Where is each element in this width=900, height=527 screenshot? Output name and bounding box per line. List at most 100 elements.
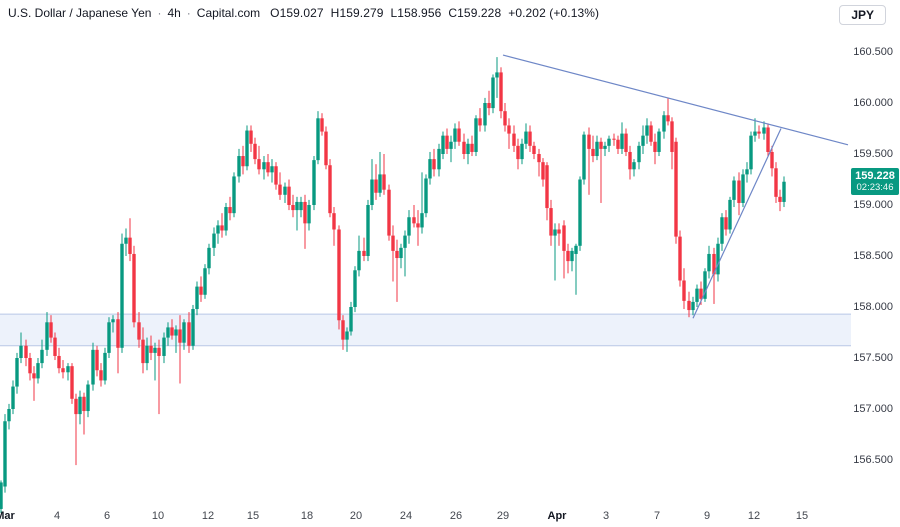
candle bbox=[716, 237, 720, 282]
candle bbox=[412, 205, 416, 228]
candle bbox=[645, 118, 649, 144]
trendline-ascending[interactable] bbox=[692, 128, 782, 319]
candle bbox=[299, 196, 303, 218]
candle bbox=[228, 196, 232, 221]
candle bbox=[641, 125, 645, 154]
candle bbox=[703, 268, 707, 302]
candle bbox=[691, 296, 695, 316]
candle bbox=[512, 125, 516, 152]
time-axis-label: 12 bbox=[747, 510, 761, 522]
candle bbox=[57, 347, 61, 374]
candle bbox=[616, 135, 620, 154]
symbol-title[interactable]: U.S. Dollar / Japanese Yen bbox=[8, 6, 152, 20]
candle bbox=[174, 325, 178, 353]
candle bbox=[766, 123, 770, 157]
candle bbox=[278, 172, 282, 200]
candle bbox=[695, 284, 699, 307]
candle bbox=[24, 339, 28, 367]
candle bbox=[762, 121, 766, 140]
candle bbox=[11, 380, 15, 415]
candle bbox=[387, 184, 391, 241]
candle bbox=[570, 247, 574, 272]
candle bbox=[437, 143, 441, 177]
candle bbox=[241, 145, 245, 175]
candle bbox=[395, 239, 399, 302]
candle bbox=[599, 137, 603, 203]
time-axis-label: 24 bbox=[399, 510, 413, 522]
time-axis-label: 7 bbox=[653, 510, 661, 522]
candle bbox=[187, 312, 191, 353]
time-axis-label: 15 bbox=[246, 510, 260, 522]
time-axis-label: 9 bbox=[703, 510, 711, 522]
separator-dot: · bbox=[157, 6, 162, 20]
candle bbox=[757, 125, 761, 139]
candle bbox=[262, 156, 266, 180]
candle bbox=[528, 125, 532, 152]
candle bbox=[428, 151, 432, 185]
candle bbox=[78, 390, 82, 425]
time-axis-label: 26 bbox=[449, 510, 463, 522]
candle bbox=[253, 137, 257, 165]
candle bbox=[745, 162, 749, 183]
candle bbox=[182, 319, 186, 350]
candle bbox=[120, 233, 124, 353]
candle bbox=[232, 172, 236, 218]
candle bbox=[99, 363, 103, 387]
candle bbox=[137, 312, 141, 348]
high-value: H159.279 bbox=[330, 6, 384, 20]
candle bbox=[195, 281, 199, 316]
candle bbox=[316, 111, 320, 165]
separator-dot: · bbox=[186, 6, 191, 20]
candle bbox=[378, 151, 382, 197]
candle bbox=[470, 135, 474, 157]
candle bbox=[532, 141, 536, 160]
candle bbox=[499, 67, 503, 119]
candle bbox=[516, 138, 520, 170]
candle bbox=[416, 210, 420, 246]
candle bbox=[687, 291, 691, 318]
candle bbox=[382, 154, 386, 195]
candle bbox=[162, 332, 166, 364]
time-axis-label: 4 bbox=[53, 510, 61, 522]
candle bbox=[245, 125, 249, 171]
candle bbox=[728, 196, 732, 234]
candle bbox=[170, 319, 174, 340]
candle bbox=[337, 225, 341, 330]
candle bbox=[203, 264, 207, 299]
time-axis-label: 3 bbox=[602, 510, 610, 522]
interval-label[interactable]: 4h bbox=[167, 6, 181, 20]
candle bbox=[274, 162, 278, 190]
candle bbox=[649, 121, 653, 146]
currency-button[interactable]: JPY bbox=[839, 5, 886, 25]
candle bbox=[653, 133, 657, 165]
trendline-descending[interactable] bbox=[502, 54, 849, 146]
candle bbox=[637, 141, 641, 170]
candle bbox=[591, 135, 595, 163]
chart-header: U.S. Dollar / Japanese Yen · 4h · Capita… bbox=[8, 6, 599, 20]
candle bbox=[303, 194, 307, 249]
time-axis[interactable]: Mar 4 6 10 12 15 18 20 24 26 29 Apr 3 7 9 12 15 bbox=[0, 507, 851, 527]
badge-price: 159.228 bbox=[855, 170, 895, 183]
candle bbox=[19, 332, 23, 364]
candle bbox=[699, 281, 703, 305]
candle bbox=[199, 276, 203, 302]
time-axis-label: 18 bbox=[300, 510, 314, 522]
price-axis[interactable]: 160.500 160.000 159.500 159.000 158.500 158.0… bbox=[851, 0, 900, 505]
time-axis-label: 15 bbox=[795, 510, 809, 522]
candle bbox=[399, 243, 403, 269]
candle bbox=[620, 122, 624, 154]
support-zone[interactable] bbox=[0, 314, 851, 346]
candle bbox=[257, 145, 261, 175]
candle bbox=[424, 174, 428, 218]
candle bbox=[70, 363, 74, 404]
candle bbox=[603, 141, 607, 157]
candle bbox=[357, 235, 361, 277]
candle bbox=[249, 125, 253, 152]
candle bbox=[632, 159, 636, 177]
candle bbox=[220, 213, 224, 238]
candle bbox=[132, 245, 136, 328]
price-axis-label: 158.500 bbox=[853, 250, 893, 262]
candle bbox=[574, 243, 578, 295]
candle bbox=[111, 315, 115, 333]
